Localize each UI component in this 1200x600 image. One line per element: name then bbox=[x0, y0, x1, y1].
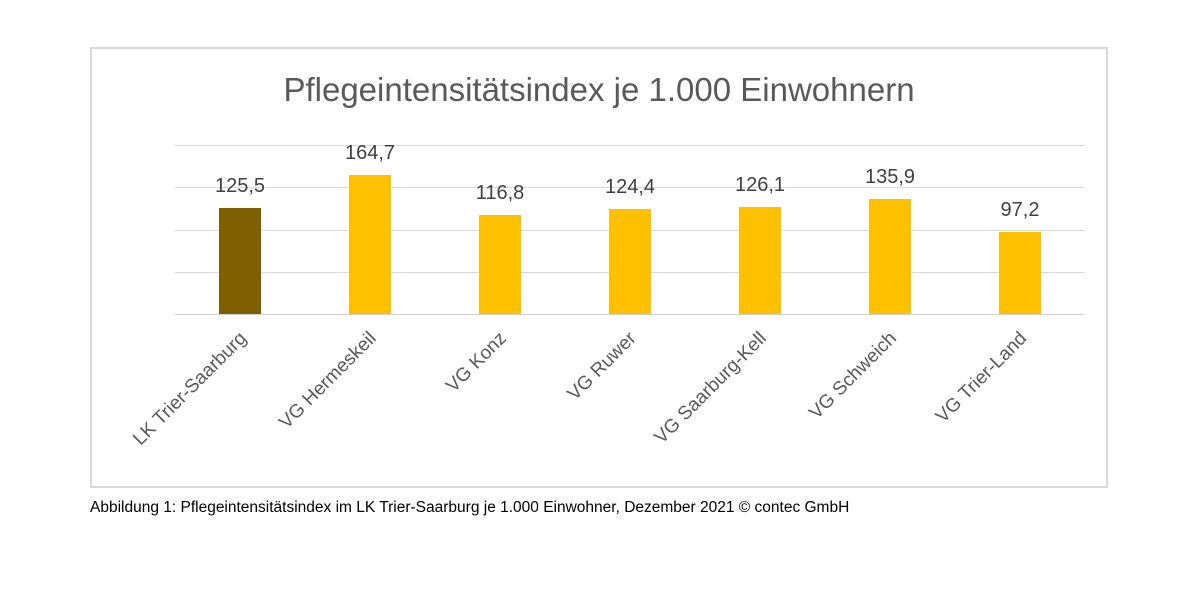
bar-slot: 116,8 bbox=[435, 145, 565, 314]
chart-container: Pflegeintensitätsindex je 1.000 Einwohne… bbox=[90, 47, 1108, 488]
category-label: VG Trier-Land bbox=[931, 328, 1031, 428]
value-label: 135,9 bbox=[864, 166, 916, 189]
gridline bbox=[175, 187, 1085, 189]
value-label: 124,4 bbox=[604, 175, 656, 198]
value-label: 126,1 bbox=[734, 174, 786, 197]
bar-slot: 125,5 bbox=[175, 145, 305, 314]
bar-3 bbox=[479, 215, 521, 314]
category-label: VG Konz bbox=[442, 328, 511, 397]
value-label: 97,2 bbox=[1000, 198, 1040, 221]
value-label: 164,7 bbox=[344, 141, 396, 164]
value-label: 125,5 bbox=[214, 174, 266, 197]
bar-6 bbox=[869, 199, 911, 314]
bar-slot: 124,4 bbox=[565, 145, 695, 314]
x-axis-line bbox=[175, 314, 1085, 315]
bar-5 bbox=[739, 207, 781, 314]
x-axis-labels: LK Trier-Saarburg VG Hermeskeil VG Konz VG … bbox=[129, 328, 1085, 488]
category-label: LK Trier-Saarburg bbox=[129, 328, 251, 450]
figure-caption: Abbildung 1: Pflegeintensitätsindex im L… bbox=[90, 499, 850, 516]
bar-1 bbox=[219, 207, 261, 314]
category-label: VG Ruwer bbox=[564, 328, 641, 405]
category-label: VG Saarburg-Kell bbox=[650, 328, 771, 449]
bar-2 bbox=[349, 174, 391, 314]
bar-slot: 126,1 bbox=[695, 145, 825, 314]
bar-slot: 97,2 bbox=[955, 145, 1085, 314]
plot-area: 125,5 164,7 116,8 124,4 126,1 135,9 97,2 bbox=[175, 141, 1085, 315]
bar-slot: 164,7 bbox=[305, 141, 435, 314]
bar-slot: 135,9 bbox=[825, 145, 955, 314]
category-label: VG Schweich bbox=[805, 328, 901, 424]
gridline bbox=[175, 145, 1085, 146]
bar-7 bbox=[999, 231, 1041, 314]
category-label: VG Hermeskeil bbox=[275, 328, 381, 434]
chart-title: Pflegeintensitätsindex je 1.000 Einwohne… bbox=[283, 71, 915, 108]
value-label: 116,8 bbox=[475, 182, 525, 205]
bar-4 bbox=[609, 208, 651, 314]
